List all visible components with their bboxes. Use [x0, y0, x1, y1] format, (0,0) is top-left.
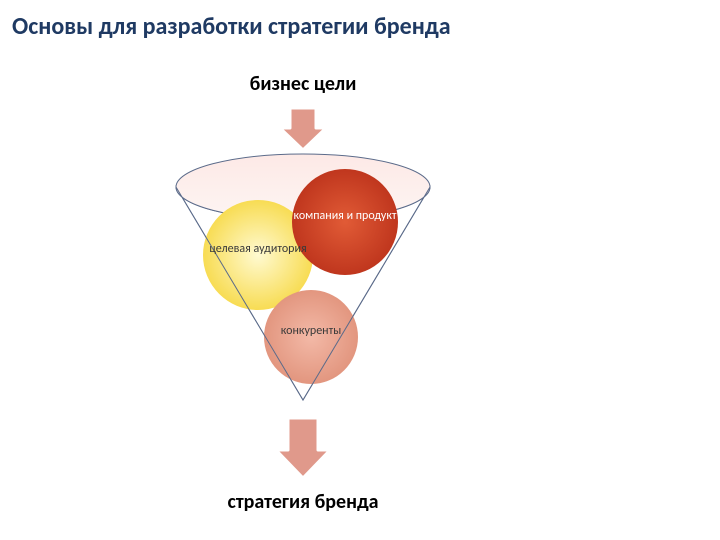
bottom-label: стратегия бренда: [170, 490, 436, 514]
bubble-label-target-audience: целевая аудитория: [203, 243, 313, 256]
bubble-label-company-product: компания и продукт: [292, 210, 398, 223]
arrow-bottom-icon: [276, 418, 330, 478]
bubble-label-competitors: конкуренты: [264, 325, 358, 338]
arrow-top-icon: [280, 108, 326, 150]
funnel-diagram: [0, 0, 720, 540]
slide: Основы для разработки стратегии бренда б…: [0, 0, 720, 540]
